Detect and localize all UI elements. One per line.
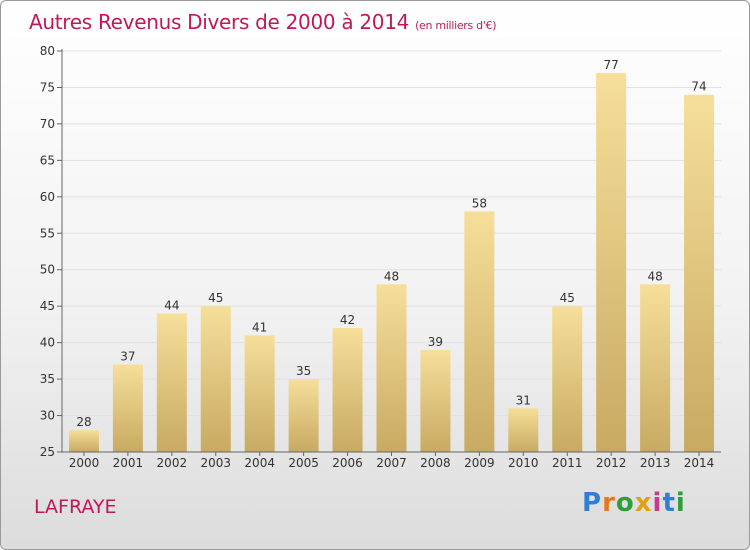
data-label-2013: 48 (647, 269, 662, 283)
x-tick-label-2009: 2009 (464, 456, 495, 470)
y-tick-label: 80 (40, 44, 55, 58)
y-tick-label: 30 (40, 409, 55, 423)
chart-subtitle: (en milliers d'€) (415, 19, 497, 32)
y-tick-label: 45 (40, 299, 55, 313)
chart-title-text: Autres Revenus Divers de 2000 à 2014 (29, 10, 410, 34)
bar-2012 (596, 72, 627, 452)
x-tick-label-2004: 2004 (244, 456, 275, 470)
x-tick-label-2002: 2002 (157, 456, 188, 470)
town-name: LAFRAYE (34, 496, 117, 518)
x-tick-label-2001: 2001 (113, 456, 144, 470)
y-tick-label: 40 (40, 336, 55, 350)
data-label-2014: 74 (691, 80, 706, 94)
data-label-2009: 58 (472, 196, 487, 210)
bar-2013 (640, 284, 671, 452)
bar-2001 (112, 364, 143, 452)
x-tick-label-2005: 2005 (288, 456, 319, 470)
data-label-2000: 28 (76, 415, 91, 429)
data-label-2005: 35 (296, 364, 311, 378)
bar-2014 (684, 94, 715, 452)
y-tick-label: 55 (40, 226, 55, 240)
data-label-2004: 41 (252, 320, 267, 334)
bar-2000 (68, 430, 99, 452)
chart-title: Autres Revenus Divers de 2000 à 2014 (en … (29, 10, 497, 34)
y-tick-label: 70 (40, 117, 55, 131)
data-label-2003: 45 (208, 291, 223, 305)
y-tick-label: 75 (40, 80, 55, 94)
logo-letter: x (634, 488, 653, 518)
x-tick-label-2003: 2003 (200, 456, 231, 470)
bar-2002 (156, 313, 187, 452)
data-label-2011: 45 (560, 291, 575, 305)
x-tick-label-2013: 2013 (640, 456, 671, 470)
data-label-2001: 37 (120, 350, 135, 364)
bar-2003 (200, 306, 231, 452)
logo-letter: r (602, 488, 616, 518)
data-label-2006: 42 (340, 313, 355, 327)
bar-2006 (332, 328, 363, 452)
x-tick-label-2006: 2006 (332, 456, 363, 470)
data-label-2012: 77 (604, 58, 619, 72)
x-tick-label-2008: 2008 (420, 456, 451, 470)
x-tick-label-2012: 2012 (596, 456, 627, 470)
x-tick-label-2010: 2010 (508, 456, 539, 470)
logo-letter: i (675, 488, 686, 518)
bar-2005 (288, 379, 319, 452)
bar-2004 (244, 335, 275, 452)
x-tick-label-2014: 2014 (684, 456, 715, 470)
data-label-2010: 31 (516, 393, 531, 407)
logo-letter: o (615, 488, 635, 518)
bar-2009 (464, 211, 495, 452)
y-tick-label: 50 (40, 263, 55, 277)
logo-letter: P (582, 488, 603, 518)
labels-group: 2000 28 2001 37 2002 44 2003 45 2004 41 2005 35 2006… (69, 58, 715, 470)
y-tick-label: 35 (40, 372, 55, 386)
bar-2007 (376, 284, 407, 452)
proxiti-logo: Proxiti (582, 488, 686, 518)
bars-group (68, 72, 715, 452)
y-tick-label: 25 (40, 445, 55, 459)
bar-2008 (420, 349, 451, 452)
data-label-2008: 39 (428, 335, 443, 349)
bar-2011 (552, 306, 583, 452)
bar-2010 (508, 408, 539, 452)
x-tick-label-2000: 2000 (69, 456, 100, 470)
data-label-2007: 48 (384, 269, 399, 283)
data-label-2002: 44 (164, 298, 179, 312)
axes-group: 25 30 35 40 45 50 55 60 65 70 75 80 (40, 44, 721, 459)
x-tick-label-2007: 2007 (376, 456, 407, 470)
logo-letter: t (662, 488, 676, 518)
y-tick-label: 60 (40, 190, 55, 204)
logo-letter: i (652, 488, 663, 518)
x-tick-label-2011: 2011 (552, 456, 583, 470)
y-tick-label: 65 (40, 153, 55, 167)
